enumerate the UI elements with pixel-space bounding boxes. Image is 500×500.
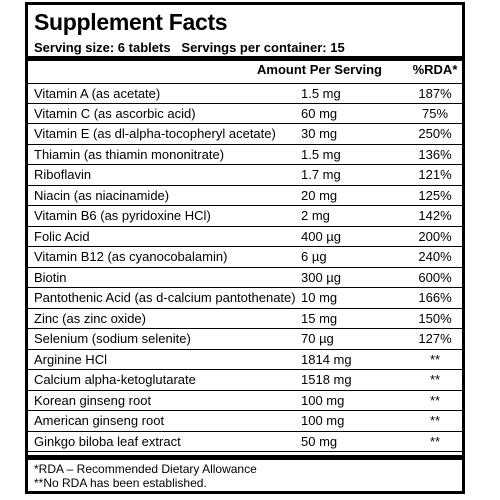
footnote-rda: *RDA – Recommended Dietary Allowance bbox=[34, 462, 257, 476]
table-row: Vitamin A (as acetate) 1.5 mg 187% bbox=[28, 83, 462, 104]
nutrient-rda: ** bbox=[429, 372, 441, 387]
nutrient-amount: 20 mg bbox=[301, 187, 338, 203]
nutrient-amount: 1518 mg bbox=[301, 372, 352, 387]
nutrient-amount: 300 µg bbox=[301, 269, 342, 285]
nutrient-rda: 200% bbox=[418, 228, 452, 244]
nutrient-rda: 142% bbox=[418, 208, 452, 223]
table-row: Biotin 300 µg 600% bbox=[28, 268, 462, 288]
nutrient-amount: 60 mg bbox=[301, 105, 338, 121]
nutrient-rda: ** bbox=[429, 433, 441, 449]
nutrient-rda: 127% bbox=[418, 331, 452, 346]
serving-size: Serving size: 6 tablets bbox=[34, 40, 171, 55]
nutrient-name: Calcium alpha-ketoglutarate bbox=[34, 372, 196, 387]
supplement-facts-panel: Supplement Facts Serving size: 6 tablets… bbox=[25, 2, 465, 494]
footer-divider bbox=[28, 455, 462, 460]
nutrient-amount: 30 mg bbox=[301, 126, 338, 141]
nutrient-name: Vitamin B6 (as pyridoxine HCl) bbox=[34, 208, 211, 223]
table-row: Arginine HCl 1814 mg ** bbox=[28, 350, 462, 370]
nutrient-amount: 10 mg bbox=[301, 290, 338, 305]
nutrient-name: Vitamin C (as ascorbic acid) bbox=[34, 105, 196, 121]
nutrient-rda: 187% bbox=[418, 86, 452, 101]
nutrient-name: Vitamin B12 (as cyanocobalamin) bbox=[34, 249, 228, 264]
nutrient-amount: 70 µg bbox=[301, 331, 334, 346]
table-row: Calcium alpha-ketoglutarate 1518 mg ** bbox=[28, 370, 462, 391]
table-row: Folic Acid 400 µg 200% bbox=[28, 227, 462, 247]
nutrient-name: Ginkgo biloba leaf extract bbox=[34, 433, 181, 449]
header-divider bbox=[28, 56, 462, 61]
nutrient-amount: 1.5 mg bbox=[301, 86, 341, 101]
nutrient-rda: 150% bbox=[418, 310, 452, 326]
nutrient-amount: 15 mg bbox=[301, 310, 338, 326]
nutrient-name: Selenium (sodium selenite) bbox=[34, 331, 191, 346]
table-row: Vitamin B12 (as cyanocobalamin) 6 µg 240% bbox=[28, 247, 462, 268]
nutrient-name: Pantothenic Acid (as d-calcium pantothen… bbox=[34, 290, 296, 305]
nutrient-name: Vitamin E (as dl-alpha-tocopheryl acetat… bbox=[34, 126, 276, 141]
nutrient-amount: 50 mg bbox=[301, 433, 338, 449]
table-row: Pantothenic Acid (as d-calcium pantothen… bbox=[28, 288, 462, 309]
nutrient-name: Thiamin (as thiamin mononitrate) bbox=[34, 146, 225, 162]
nutrient-rda: 166% bbox=[418, 290, 452, 305]
footnote-no-rda: **No RDA has been established. bbox=[34, 476, 207, 490]
footnotes: *RDA – Recommended Dietary Allowance **N… bbox=[34, 462, 257, 490]
table-row: Niacin (as niacinamide) 20 mg 125% bbox=[28, 186, 462, 206]
table-row: Korean ginseng root 100 mg ** bbox=[28, 391, 462, 411]
nutrient-amount: 100 mg bbox=[301, 392, 345, 408]
nutrient-amount: 1814 mg bbox=[301, 351, 352, 367]
nutrient-amount: 2 mg bbox=[301, 208, 330, 223]
table-row: American ginseng root 100 mg ** bbox=[28, 411, 462, 432]
nutrient-amount: 400 µg bbox=[301, 228, 342, 244]
nutrient-amount: 100 mg bbox=[301, 413, 345, 428]
nutrient-rda: 600% bbox=[418, 269, 452, 285]
column-header-amount: Amount Per Serving bbox=[257, 62, 382, 77]
table-row: Ginkgo biloba leaf extract 50 mg ** bbox=[28, 432, 462, 452]
nutrient-amount: 6 µg bbox=[301, 249, 327, 264]
table-row: Vitamin C (as ascorbic acid) 60 mg 75% bbox=[28, 104, 462, 124]
nutrient-name: Korean ginseng root bbox=[34, 392, 152, 408]
table-row: Riboflavin 1.7 mg 121% bbox=[28, 165, 462, 186]
nutrient-name: Folic Acid bbox=[34, 228, 90, 244]
nutrient-rda: ** bbox=[429, 413, 441, 428]
nutrient-rda: 250% bbox=[418, 126, 452, 141]
table-row: Selenium (sodium selenite) 70 µg 127% bbox=[28, 329, 462, 350]
nutrient-amount: 1.7 mg bbox=[301, 167, 341, 182]
table-row: Vitamin E (as dl-alpha-tocopheryl acetat… bbox=[28, 124, 462, 145]
nutrient-name: Niacin (as niacinamide) bbox=[34, 187, 170, 203]
table-row: Thiamin (as thiamin mononitrate) 1.5 mg 13… bbox=[28, 145, 462, 165]
nutrient-name: Riboflavin bbox=[34, 167, 92, 182]
table-row: Zinc (as zinc oxide) 15 mg 150% bbox=[28, 309, 462, 329]
column-header-rda: %RDA* bbox=[412, 62, 458, 77]
nutrient-rda: ** bbox=[429, 351, 441, 367]
nutrient-name: Vitamin A (as acetate) bbox=[34, 86, 161, 101]
nutrient-rda: 75% bbox=[421, 105, 449, 121]
nutrient-rda: 240% bbox=[418, 249, 452, 264]
nutrient-rda: 121% bbox=[418, 167, 452, 182]
nutrient-rda: 136% bbox=[418, 146, 452, 162]
nutrient-amount: 1.5 mg bbox=[301, 146, 341, 162]
nutrient-name: Arginine HCl bbox=[34, 351, 107, 367]
panel-title: Supplement Facts bbox=[34, 9, 228, 35]
nutrient-rda: 125% bbox=[418, 187, 452, 203]
servings-per-container: Servings per container: 15 bbox=[181, 40, 345, 55]
table-row: Vitamin B6 (as pyridoxine HCl) 2 mg 142% bbox=[28, 206, 462, 227]
nutrient-rda: ** bbox=[429, 392, 441, 408]
nutrient-name: American ginseng root bbox=[34, 413, 165, 428]
serving-info: Serving size: 6 tablets Servings per con… bbox=[34, 40, 345, 56]
nutrient-table: Vitamin A (as acetate) 1.5 mg 187% Vitamin … bbox=[28, 83, 462, 452]
nutrient-name: Biotin bbox=[34, 269, 67, 285]
nutrient-name: Zinc (as zinc oxide) bbox=[34, 310, 146, 326]
